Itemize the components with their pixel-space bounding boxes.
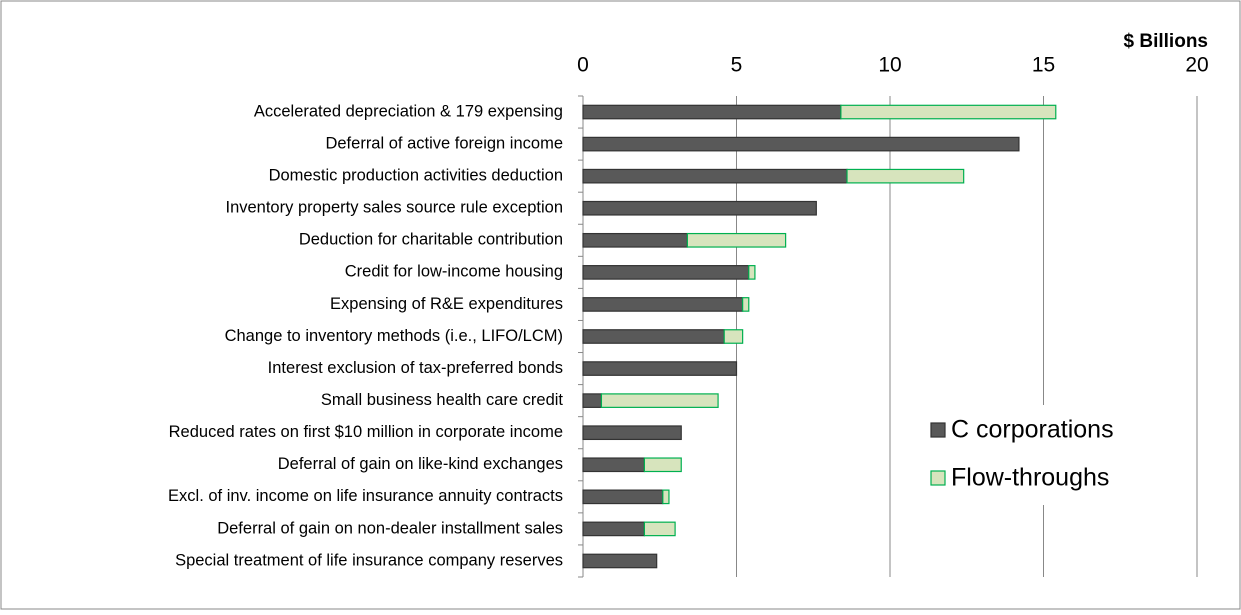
y-tick-label: Special treatment of life insurance comp… xyxy=(175,551,563,569)
bar-segment xyxy=(582,457,646,473)
legend-swatch xyxy=(930,470,946,486)
bar-segment xyxy=(643,457,682,473)
bar-segment xyxy=(643,521,676,537)
bar-segment xyxy=(582,361,738,376)
bar-segment xyxy=(582,425,682,441)
bar-segment xyxy=(600,393,719,408)
y-tick-label: Domestic production activities deduction xyxy=(269,167,563,185)
bar-segment xyxy=(742,297,750,312)
y-tick-label: Reduced rates on first $10 million in co… xyxy=(169,423,563,441)
x-tick-label: 5 xyxy=(731,54,743,77)
bar-segment xyxy=(582,168,848,184)
bar-segment xyxy=(662,489,670,505)
x-tick-label: 0 xyxy=(577,54,589,77)
bar-segment xyxy=(582,104,842,120)
x-tick-label: 20 xyxy=(1185,54,1208,77)
legend-label: Flow-throughs xyxy=(951,464,1109,492)
y-tick-label: Credit for low-income housing xyxy=(345,263,563,281)
x-tick-label: 10 xyxy=(878,54,901,77)
bar-segment xyxy=(582,329,725,344)
bar-segment xyxy=(582,521,646,537)
y-tick-label: Inventory property sales source rule exc… xyxy=(225,199,563,217)
y-tick-label: Excl. of inv. income on life insurance a… xyxy=(168,487,563,505)
axis-title: $ Billions xyxy=(1124,31,1208,52)
bar-segment xyxy=(840,104,1057,120)
bar-segment xyxy=(582,489,664,505)
bar-segment xyxy=(686,232,787,248)
bar-segment xyxy=(582,553,658,569)
y-tick-label: Expensing of R&E expenditures xyxy=(330,295,563,313)
y-tick-label: Change to inventory methods (i.e., LIFO/… xyxy=(225,327,563,345)
bar-segment xyxy=(846,168,965,184)
y-tick-label: Deferral of active foreign income xyxy=(325,134,563,152)
bar-segment xyxy=(582,265,750,280)
legend-swatch xyxy=(930,422,946,438)
bar-segment xyxy=(582,393,603,408)
bar-segment xyxy=(582,136,1020,152)
y-tick-label: Interest exclusion of tax-preferred bond… xyxy=(268,359,563,377)
bar-segment xyxy=(748,265,756,280)
legend-box xyxy=(915,405,1155,505)
y-tick-label: Deduction for charitable contribution xyxy=(299,231,563,249)
bar-segment xyxy=(582,232,688,248)
legend-label: C corporations xyxy=(951,416,1114,444)
bar-segment xyxy=(582,200,817,216)
y-tick-label: Small business health care credit xyxy=(321,391,564,409)
y-tick-label: Deferral of gain on like-kind exchanges xyxy=(278,455,563,473)
x-tick-label: 15 xyxy=(1032,54,1055,77)
bar-segment xyxy=(582,297,744,312)
bar-segment xyxy=(723,329,744,344)
y-tick-label: Accelerated depreciation & 179 expensing xyxy=(254,102,563,120)
y-tick-label: Deferral of gain on non-dealer installme… xyxy=(217,519,563,537)
